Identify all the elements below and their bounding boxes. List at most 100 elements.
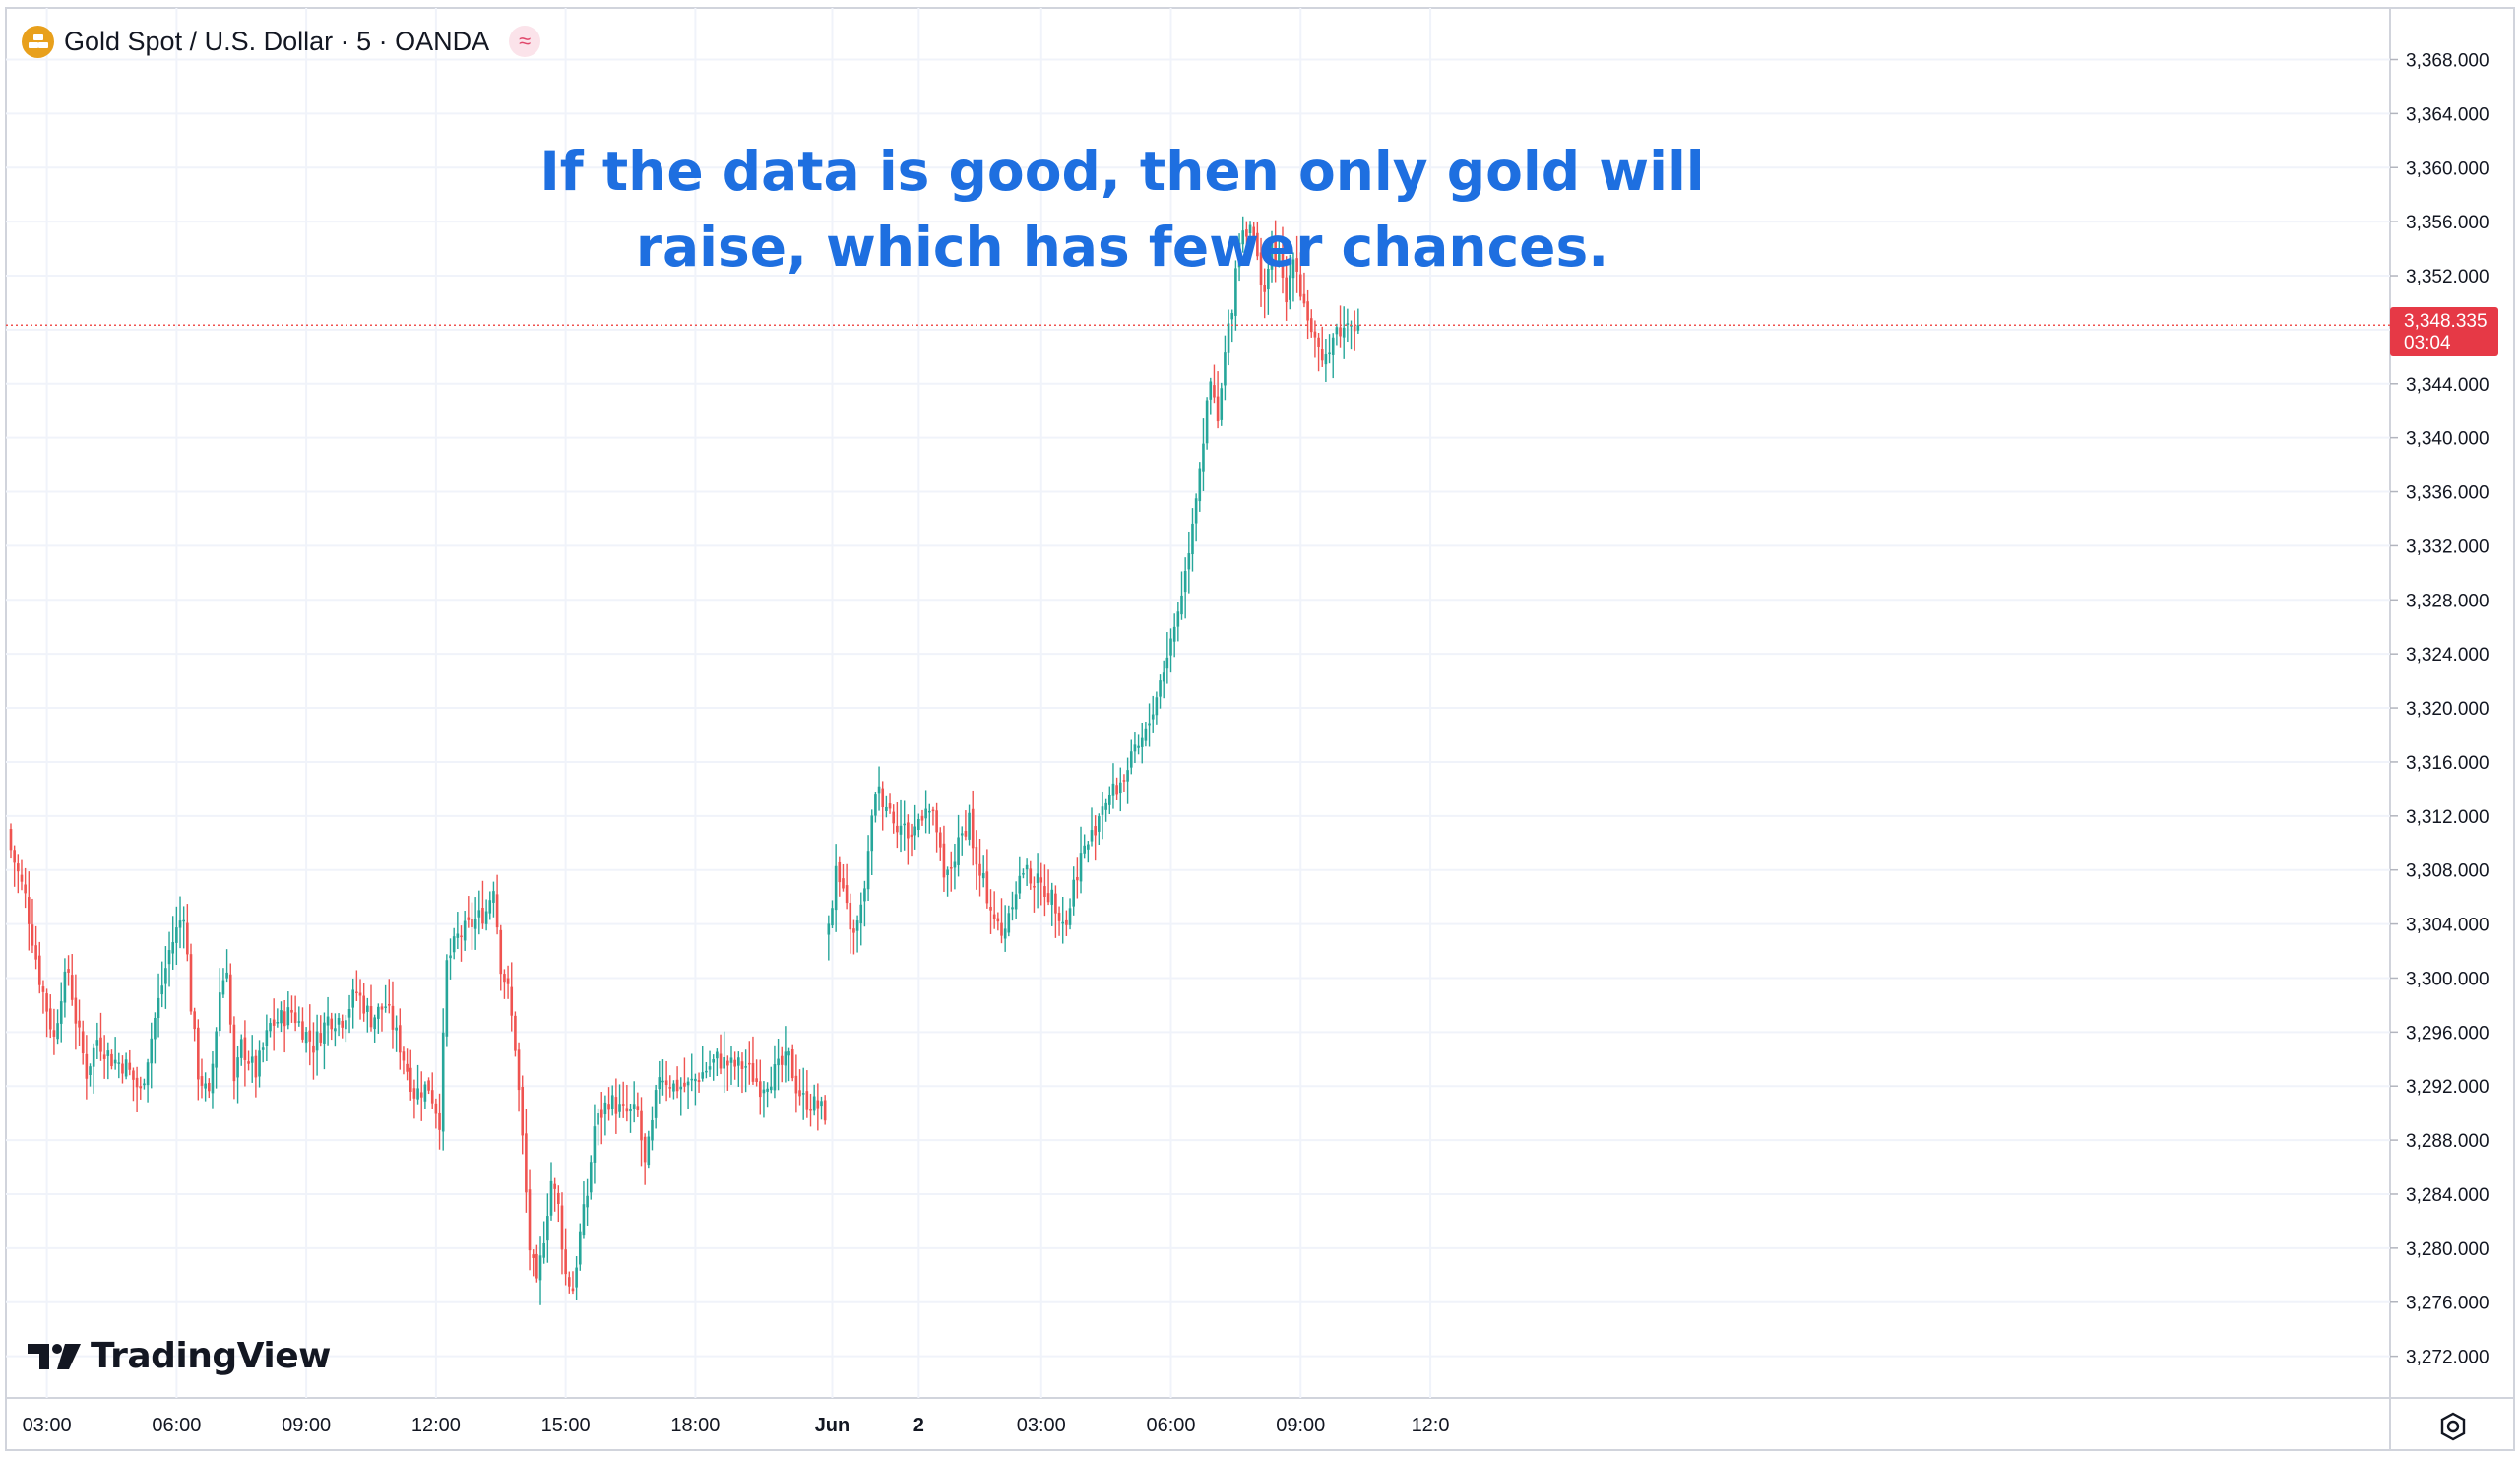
candle-body — [164, 968, 167, 984]
candle-body — [460, 935, 463, 938]
candle-body — [701, 1072, 705, 1079]
candle-body — [347, 1009, 351, 1018]
candle-body — [1331, 337, 1335, 355]
candle-body — [113, 1059, 117, 1064]
candle-body — [412, 1088, 416, 1099]
candle-body — [106, 1050, 110, 1056]
y-tick-label: 3,364.000 — [2406, 104, 2489, 125]
candle-body — [290, 1009, 293, 1013]
candle-body — [1068, 908, 1072, 925]
candle-body — [419, 1092, 423, 1098]
candle-body — [1245, 229, 1248, 237]
candle-body — [1241, 230, 1245, 245]
candle-body — [369, 1005, 373, 1028]
candle-body — [236, 1057, 239, 1078]
candle-body — [225, 972, 228, 979]
candle-body — [903, 823, 906, 826]
candle-body — [506, 978, 510, 984]
candle-body — [762, 1089, 766, 1094]
candle-body — [849, 902, 852, 930]
candle-body — [67, 969, 70, 973]
candle-body — [24, 884, 27, 894]
candle-body — [481, 907, 484, 924]
candle-body — [662, 1080, 664, 1083]
candle-body — [1022, 873, 1025, 875]
candle-body — [139, 1086, 143, 1089]
candle-body — [132, 1070, 135, 1080]
candle-body — [304, 1032, 308, 1044]
candle-body — [1011, 907, 1014, 910]
x-tick-label: 09:00 — [1276, 1415, 1325, 1436]
candle-body — [402, 1051, 406, 1061]
candle-body — [582, 1204, 586, 1236]
candle-body — [914, 826, 916, 836]
settings-gear-icon[interactable] — [2435, 1410, 2471, 1445]
candle-body — [406, 1063, 409, 1072]
candle-body — [1320, 349, 1324, 361]
candle-body — [1227, 323, 1230, 353]
candle-body — [557, 1192, 560, 1204]
candle-body — [254, 1055, 258, 1078]
annotation-line-2: raise, which has fewer chances. — [635, 216, 1609, 279]
candle-body — [167, 950, 171, 965]
symbol-title[interactable]: Gold Spot / U.S. Dollar · 5 · OANDA — [64, 26, 490, 56]
candle-body — [204, 1083, 207, 1089]
candle-body — [160, 985, 164, 995]
candle-body — [705, 1070, 708, 1073]
candle-body — [452, 936, 456, 953]
candle-body — [74, 997, 78, 1024]
candle-body — [694, 1078, 697, 1082]
candle-body — [315, 1031, 319, 1051]
candle-body — [351, 989, 354, 1008]
candle-body — [1183, 571, 1187, 593]
chart-annotation: If the data is good, then only gold will… — [532, 134, 1713, 285]
candle-body — [842, 878, 845, 889]
candle-body — [337, 1018, 341, 1025]
candle-body — [780, 1055, 784, 1065]
candle-body — [272, 1019, 276, 1026]
candle-body — [643, 1136, 647, 1163]
candle-body — [1118, 782, 1122, 794]
candle-body — [416, 1088, 419, 1100]
candle-body — [1083, 845, 1086, 854]
candle-body — [899, 825, 903, 835]
candle-body — [1046, 893, 1050, 903]
tradingview-logo[interactable]: TradingView — [28, 1336, 331, 1376]
candle-body — [1129, 751, 1133, 768]
candle-body — [578, 1231, 582, 1265]
candle-body — [197, 1027, 200, 1080]
candle-body — [28, 897, 31, 924]
candle-body — [1224, 352, 1227, 386]
candle-body — [283, 1011, 286, 1027]
candle-body — [488, 900, 492, 914]
candle-body — [679, 1086, 683, 1090]
x-tick-label: 03:00 — [1017, 1415, 1066, 1436]
candle-body — [514, 1015, 517, 1051]
candle-body — [1115, 785, 1118, 795]
candle-body — [208, 1082, 211, 1092]
candle-body — [154, 1018, 157, 1040]
candle-body — [345, 1020, 347, 1030]
symbol-header[interactable]: Gold Spot / U.S. Dollar · 5 · OANDA ≈ — [22, 22, 541, 61]
y-tick-label: 3,280.000 — [2406, 1239, 2489, 1260]
candle-body — [484, 911, 488, 924]
candle-body — [1087, 844, 1090, 850]
candle-body — [1298, 274, 1302, 297]
candle-body — [323, 1022, 326, 1044]
candle-body — [48, 1008, 52, 1030]
candle-body — [81, 1031, 85, 1054]
candle-body — [758, 1081, 762, 1098]
candle-body — [1220, 388, 1224, 420]
candle-body — [664, 1080, 668, 1086]
candle-body — [128, 1062, 132, 1070]
y-tick-label: 3,308.000 — [2406, 861, 2489, 882]
wave-icon[interactable]: ≈ — [509, 26, 541, 57]
candle-body — [1111, 783, 1115, 796]
x-tick-label: 06:00 — [1146, 1415, 1195, 1436]
y-tick-label: 3,284.000 — [2406, 1185, 2489, 1206]
candle-body — [78, 1020, 81, 1028]
candle-body — [640, 1110, 643, 1141]
x-tick-label: 12:00 — [411, 1415, 461, 1436]
